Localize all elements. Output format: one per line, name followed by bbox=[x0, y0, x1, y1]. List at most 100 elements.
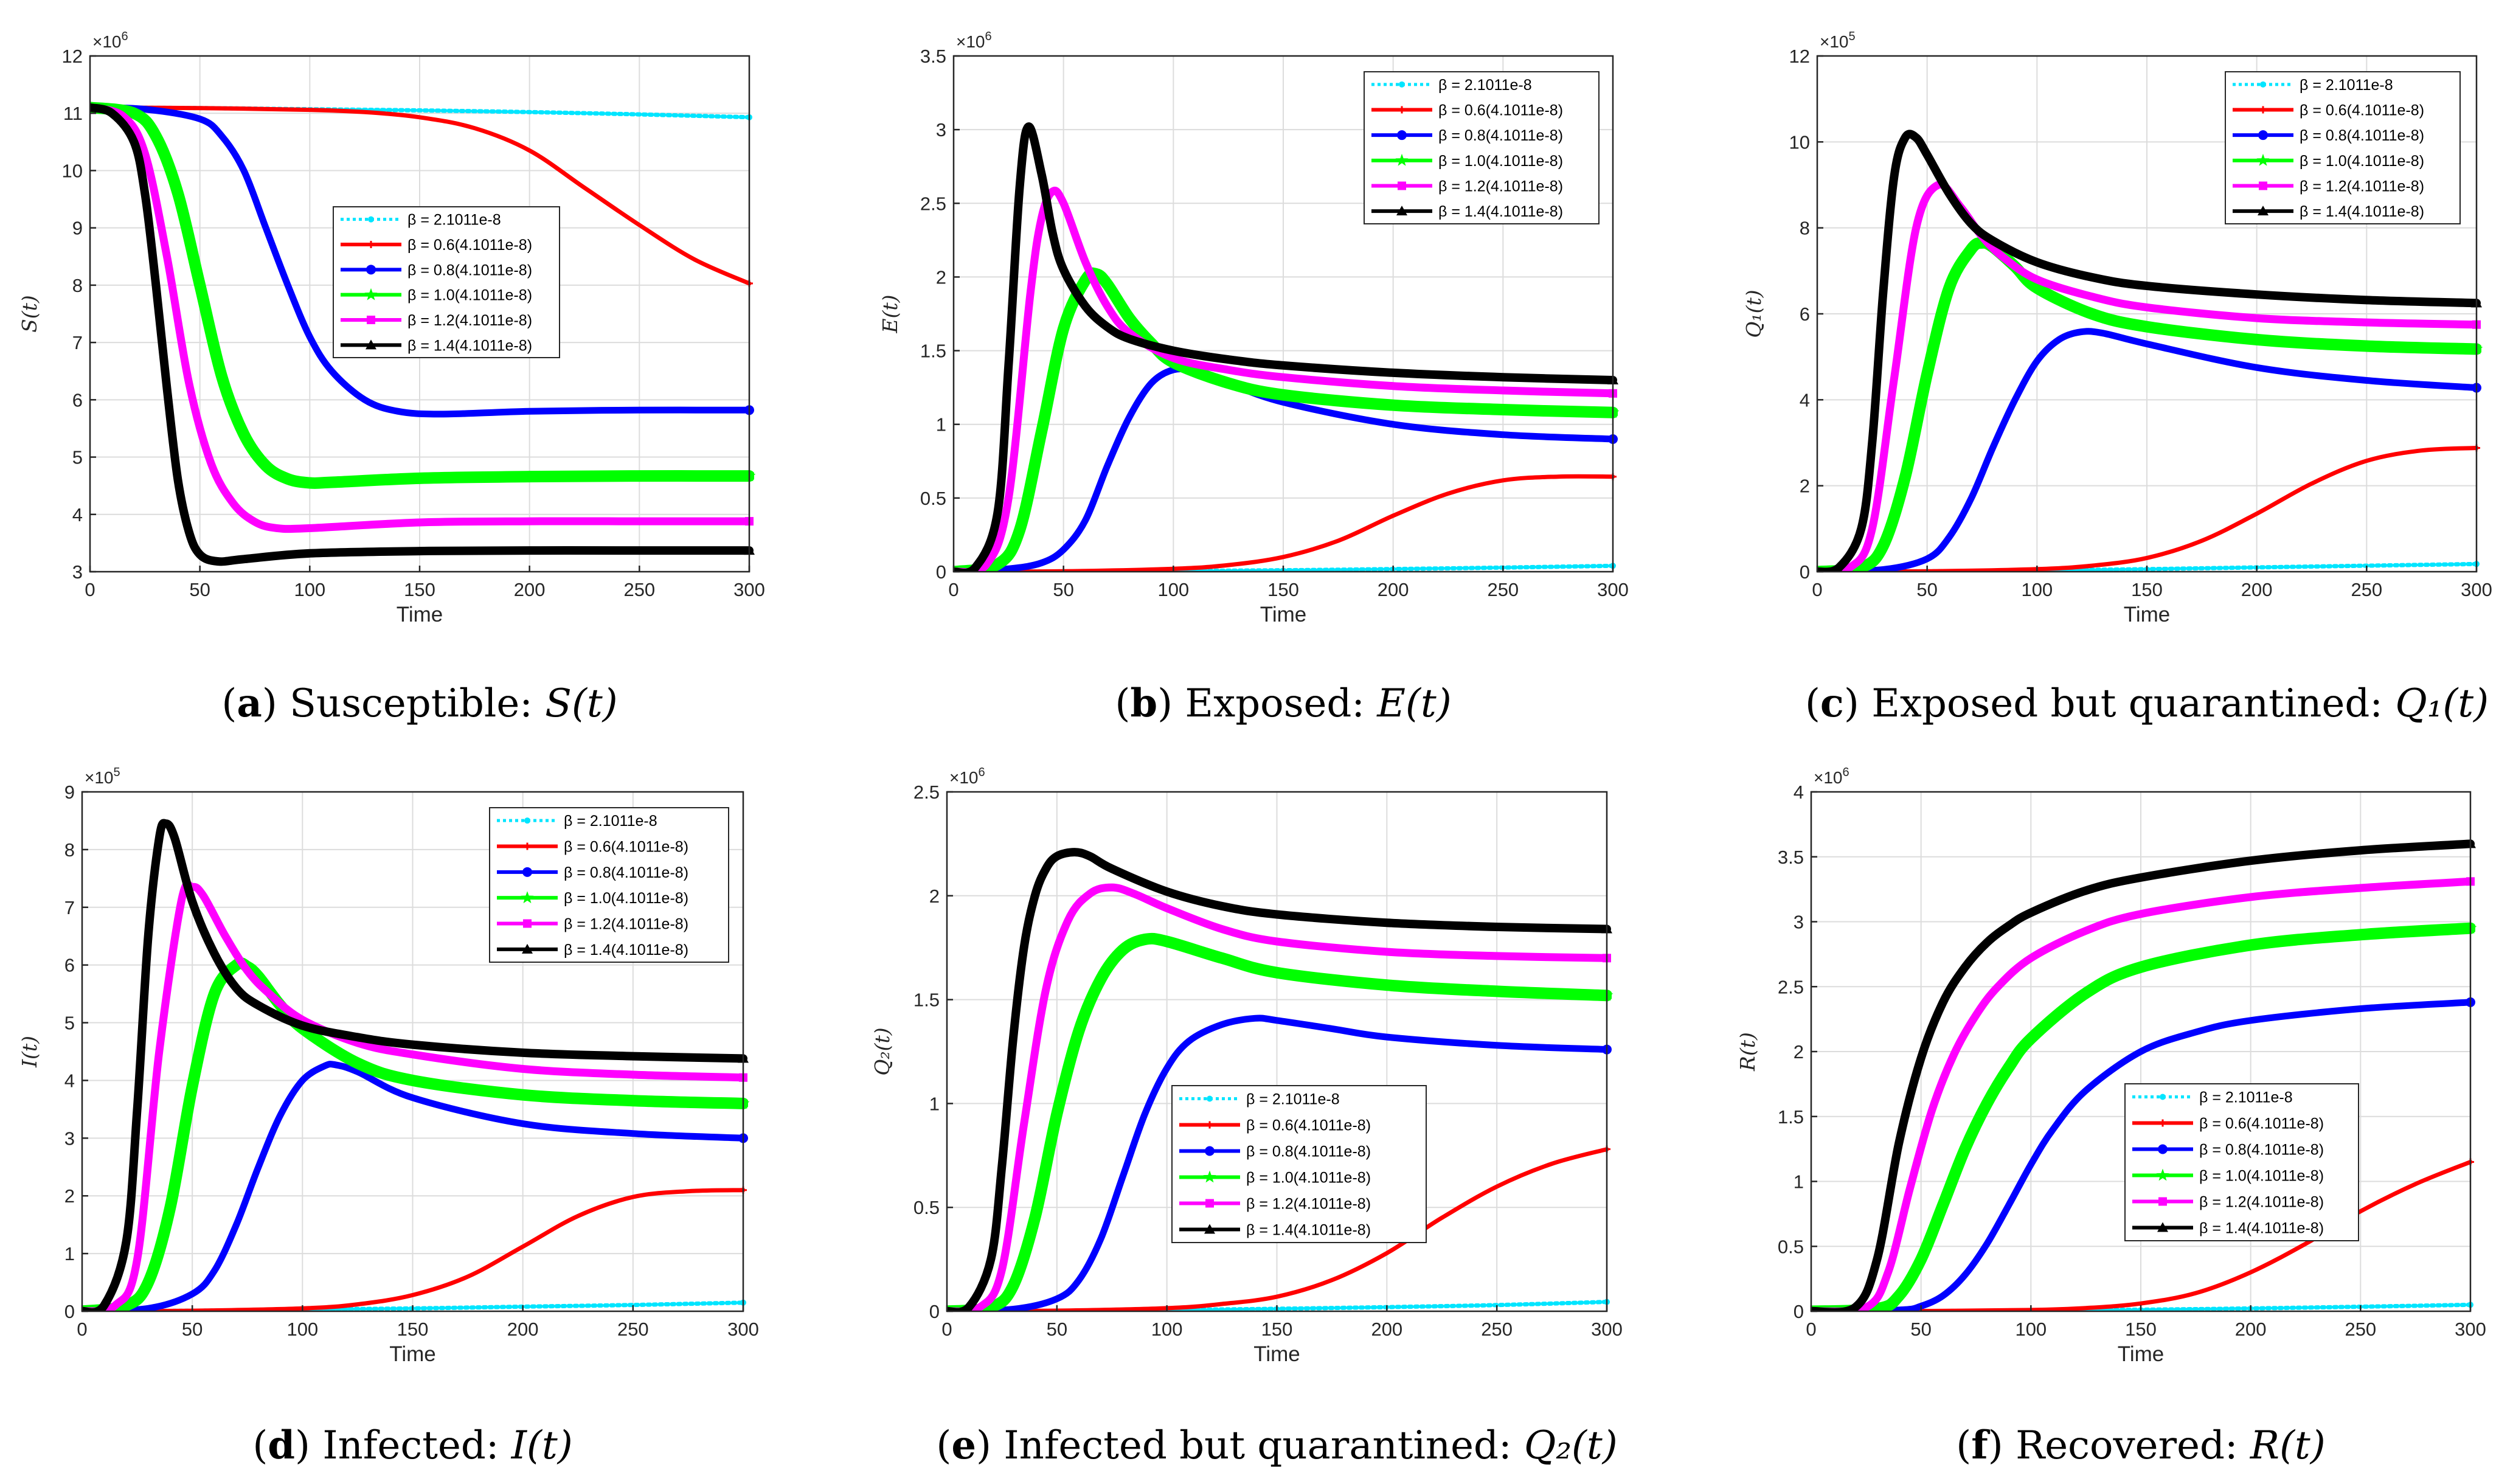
x-axis-label: Time bbox=[2124, 603, 2170, 626]
x-tick-label: 50 bbox=[1053, 579, 1073, 600]
y-tick-label: 2 bbox=[64, 1185, 75, 1207]
series-line-magenta bbox=[954, 187, 1617, 572]
y-tick-label: 2 bbox=[936, 266, 946, 288]
x-tick-label: 0 bbox=[948, 579, 958, 600]
legend-marker-green bbox=[2156, 1168, 2169, 1181]
x-tick-label: 50 bbox=[1910, 1319, 1931, 1340]
legend-marker-green bbox=[521, 891, 534, 904]
chart-panel-c: 0 50 100 150 200 250 300 0 2 4 6 8 10 12 ×105 Time Q₁(t)… bbox=[1742, 30, 2492, 626]
legend-box bbox=[333, 206, 560, 358]
legend-label: β = 0.8(4.1011e-8) bbox=[2300, 127, 2424, 144]
y-tick-label: 10 bbox=[62, 160, 83, 181]
y-tick-label: 0 bbox=[64, 1301, 75, 1322]
y-tick-label: 8 bbox=[72, 275, 83, 296]
y-tick-label: 7 bbox=[72, 332, 83, 353]
series-line-black bbox=[1817, 130, 2481, 572]
legend-label: β = 1.0(4.1011e-8) bbox=[2199, 1168, 2324, 1185]
y-tick-label: 3 bbox=[1794, 912, 1804, 933]
series-line-blue bbox=[82, 1061, 747, 1311]
y-axis-label: E(t) bbox=[878, 294, 902, 333]
legend-marker-red bbox=[2159, 1119, 2166, 1127]
legend-marker-cyan bbox=[368, 216, 374, 223]
legend-label: β = 1.4(4.1011e-8) bbox=[2300, 203, 2424, 220]
caption-math: Q₁(t) bbox=[2395, 681, 2489, 726]
legend-marker-black bbox=[1204, 1224, 1215, 1234]
legend-marker-black bbox=[2258, 206, 2269, 216]
x-tick-label: 250 bbox=[1487, 579, 1519, 600]
legend: β = 2.1011e-8 β = 0.6(4.1011e-8) β = 0.8(4… bbox=[2124, 1083, 2359, 1241]
legend-marker-green bbox=[1203, 1170, 1216, 1183]
legend-label: β = 1.0(4.1011e-8) bbox=[564, 890, 688, 907]
legend-marker-green bbox=[364, 288, 378, 300]
legend-label: β = 1.4(4.1011e-8) bbox=[564, 941, 688, 959]
y-tick-label: 3 bbox=[64, 1128, 75, 1149]
chart-panel-f: 0 50 100 150 200 250 300 0 0.5 1 1.5 2 2.5 3 3.5 4 ×106 T… bbox=[1736, 766, 2486, 1366]
y-tick-label: 12 bbox=[62, 46, 83, 67]
legend: β = 2.1011e-8 β = 0.6(4.1011e-8) β = 0.8(4… bbox=[2225, 71, 2461, 224]
legend-label: β = 0.8(4.1011e-8) bbox=[1438, 127, 1563, 144]
y-tick-label: 2.5 bbox=[920, 193, 946, 214]
legend-box bbox=[1364, 71, 1600, 224]
x-axis-label: Time bbox=[389, 1342, 435, 1366]
legend-label: β = 1.2(4.1011e-8) bbox=[407, 312, 532, 329]
x-tick-label: 150 bbox=[1267, 579, 1299, 600]
x-tick-label: 150 bbox=[2131, 579, 2163, 600]
x-tick-label: 50 bbox=[1047, 1319, 1067, 1340]
caption-letter: e bbox=[951, 1423, 976, 1468]
axis-exponent-base: ×10 bbox=[949, 768, 979, 787]
legend-label: β = 0.6(4.1011e-8) bbox=[2300, 102, 2424, 119]
y-tick-label: 2.5 bbox=[913, 782, 940, 803]
legend-marker-cyan bbox=[1207, 1095, 1213, 1102]
y-tick-label: 6 bbox=[1800, 303, 1810, 325]
series-line-red bbox=[90, 105, 752, 286]
legend: β = 2.1011e-8 β = 0.6(4.1011e-8) β = 0.8(4… bbox=[489, 807, 729, 963]
x-tick-label: 250 bbox=[623, 579, 655, 600]
legend-marker-blue bbox=[2158, 1144, 2168, 1154]
series-line-black bbox=[90, 103, 754, 566]
axis-exponent: ×105 bbox=[1820, 30, 1856, 51]
series-line-black bbox=[947, 848, 1611, 1311]
y-tick-label: 0.5 bbox=[1778, 1236, 1804, 1257]
legend-marker-black bbox=[2157, 1222, 2168, 1232]
caption-letter: a bbox=[237, 681, 262, 726]
x-tick-label: 0 bbox=[941, 1319, 952, 1340]
x-tick-label: 200 bbox=[507, 1319, 539, 1340]
caption-letter: f bbox=[1971, 1423, 1990, 1468]
caption-math: E(t) bbox=[1376, 681, 1451, 726]
series-line-magenta bbox=[1811, 877, 2475, 1311]
legend-marker-black bbox=[366, 339, 376, 350]
x-axis-label: Time bbox=[397, 603, 443, 626]
legend-marker-cyan bbox=[524, 817, 530, 824]
y-tick-label: 9 bbox=[72, 218, 83, 239]
panel-caption: (f) Recovered: R(t) bbox=[1956, 1423, 2325, 1468]
legend-label: β = 1.2(4.1011e-8) bbox=[1246, 1196, 1371, 1213]
y-tick-label: 1.5 bbox=[1778, 1106, 1804, 1128]
caption-letter: c bbox=[1820, 681, 1844, 726]
x-axis-label: Time bbox=[1253, 1342, 1300, 1366]
x-tick-label: 250 bbox=[1481, 1319, 1513, 1340]
series-line-blue bbox=[1817, 328, 2480, 572]
legend-label: β = 0.6(4.1011e-8) bbox=[2199, 1115, 2324, 1132]
axis-exponent-power: 6 bbox=[979, 766, 985, 779]
y-tick-label: 3.5 bbox=[920, 46, 946, 67]
caption-math: I(t) bbox=[511, 1423, 573, 1468]
panel-caption: (a) Susceptible: S(t) bbox=[221, 681, 617, 726]
axis-exponent-base: ×10 bbox=[85, 768, 114, 787]
y-tick-label: 1.5 bbox=[920, 341, 946, 362]
x-tick-label: 50 bbox=[189, 579, 210, 600]
legend-label: β = 0.8(4.1011e-8) bbox=[1246, 1143, 1371, 1160]
legend-marker-red bbox=[367, 241, 375, 248]
y-tick-label: 0 bbox=[936, 561, 946, 583]
series-line-red bbox=[82, 1188, 746, 1311]
x-tick-label: 300 bbox=[727, 1319, 759, 1340]
y-tick-label: 2.5 bbox=[1778, 976, 1804, 997]
x-tick-label: 50 bbox=[182, 1319, 203, 1340]
y-tick-label: 8 bbox=[1800, 218, 1810, 239]
y-tick-label: 4 bbox=[72, 504, 83, 525]
series-line-green bbox=[954, 267, 1618, 572]
x-tick-label: 100 bbox=[294, 579, 325, 600]
legend-label: β = 1.0(4.1011e-8) bbox=[2300, 153, 2424, 170]
legend-marker-cyan bbox=[2160, 1094, 2166, 1100]
legend-marker-cyan bbox=[1399, 81, 1405, 88]
axis-exponent: ×106 bbox=[956, 30, 992, 51]
